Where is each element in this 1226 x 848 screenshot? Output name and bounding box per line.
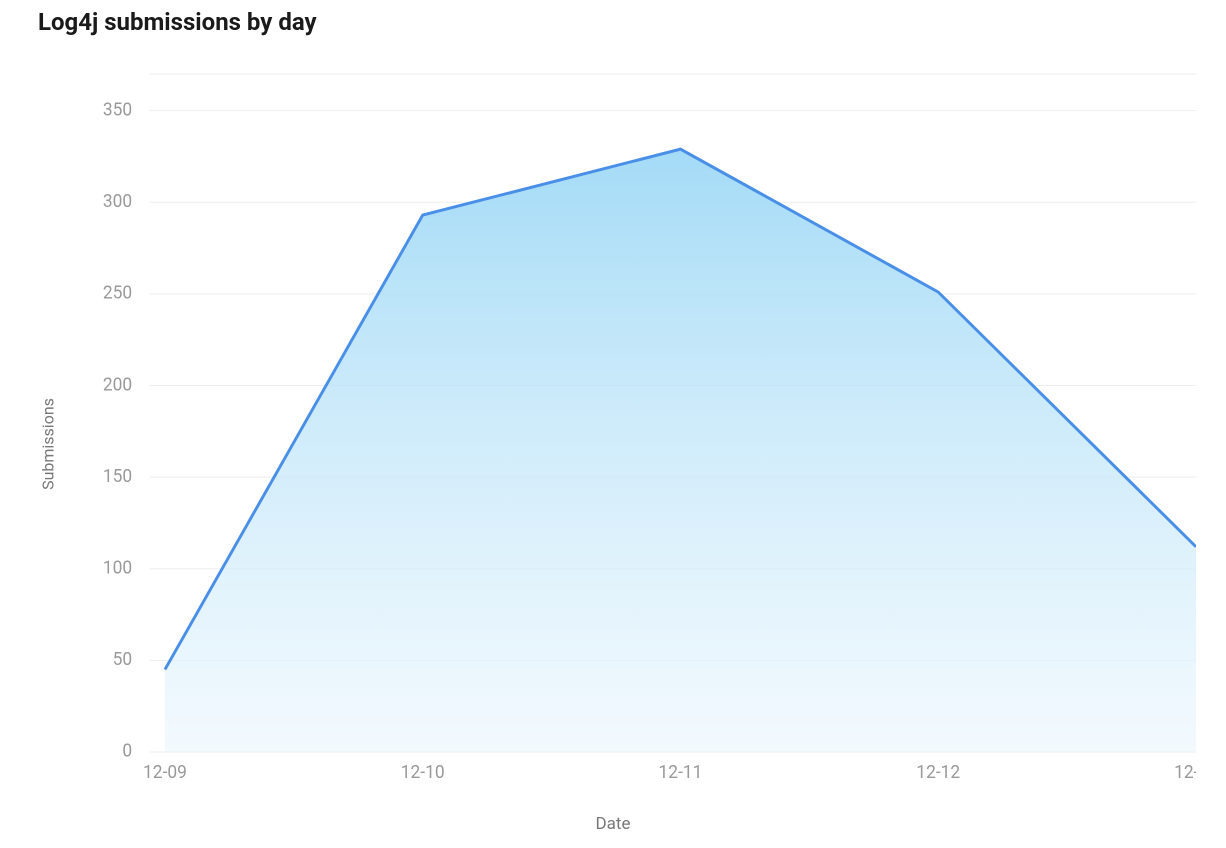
plot-area: 0 50 100 150 200 250 300 350 12-09 12-10 12-11 12-1… [80,54,1196,794]
x-tick-label: 12-13 [1174,763,1196,783]
y-tick-label: 0 [122,741,132,761]
chart-area: Submissions 0 50 100 150 200 250 300 350 12-09 12… [20,54,1206,834]
y-tick-label: 50 [113,650,133,670]
x-tick-label: 12-11 [659,763,703,783]
area-fill [165,149,1196,752]
y-tick-label: 250 [103,283,132,303]
chart-svg: 0 50 100 150 200 250 300 350 12-09 12-10 12-11 12-1… [80,54,1196,794]
x-tick-label: 12-09 [143,763,187,783]
x-axis-title: Date [596,814,631,834]
y-tick-label: 100 [103,558,132,578]
y-axis-title: Submissions [39,398,58,490]
chart-title: Log4j submissions by day [38,8,1206,36]
x-tick-label: 12-10 [401,763,445,783]
y-tick-label: 300 [103,192,132,212]
y-tick-label: 350 [103,100,132,120]
x-tick-label: 12-12 [916,763,960,783]
y-tick-label: 150 [103,467,132,487]
y-tick-label: 200 [103,375,132,395]
chart-container: Log4j submissions by day Submissions 0 50… [0,0,1226,848]
